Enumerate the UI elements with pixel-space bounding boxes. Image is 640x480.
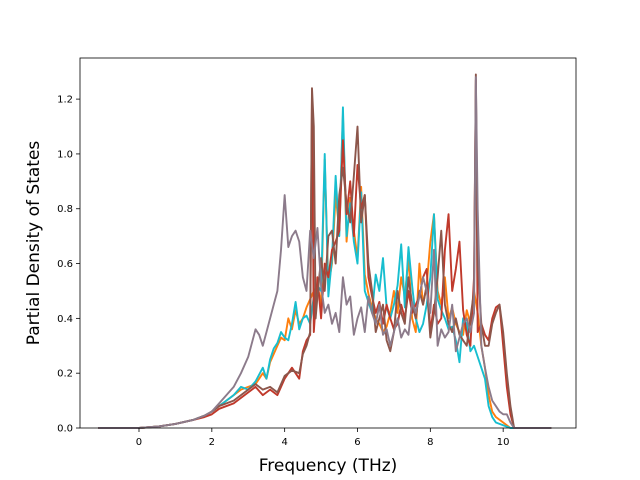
y-tick-label: 1.2 <box>57 95 73 106</box>
x-tick-label: 0 <box>136 437 142 448</box>
x-tick-label: 2 <box>209 437 215 448</box>
y-tick-label: 0.4 <box>57 314 73 325</box>
y-tick-label: 1.0 <box>57 149 73 160</box>
series-layer <box>97 73 552 429</box>
plot-frame <box>79 57 577 429</box>
series-line-5 <box>97 76 552 429</box>
x-axis-ticks: 0 2 4 6 8 10 <box>136 428 510 448</box>
y-tick-label: 0.2 <box>57 369 73 380</box>
x-tick-label: 8 <box>427 437 433 448</box>
x-tick-label: 6 <box>354 437 360 448</box>
y-tick-label: 0.8 <box>57 204 73 215</box>
x-tick-label: 4 <box>281 437 287 448</box>
x-axis-label: Frequency (THz) <box>259 456 398 476</box>
y-axis-label: Partial Density of States <box>24 141 44 346</box>
series-line-4 <box>97 73 552 429</box>
y-tick-label: 0.0 <box>57 424 73 435</box>
series-line-2 <box>97 106 552 429</box>
y-axis-ticks: 0.0 0.2 0.4 0.6 0.8 1.0 1.2 <box>57 95 80 435</box>
x-tick-label: 10 <box>497 437 510 448</box>
y-tick-label: 0.6 <box>57 259 73 270</box>
